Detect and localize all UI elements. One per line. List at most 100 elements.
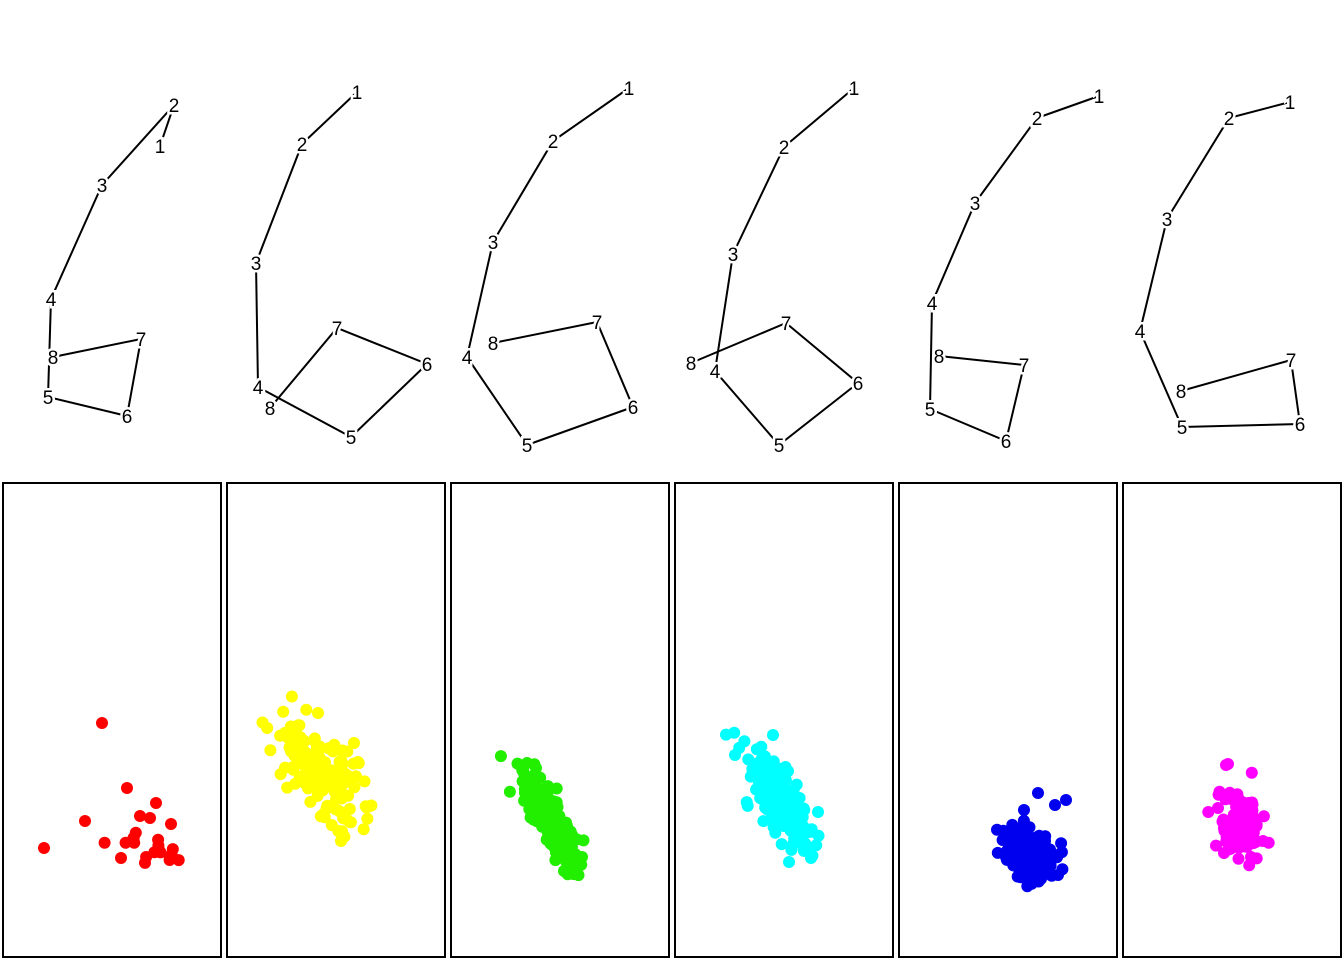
scatter-point — [812, 806, 824, 818]
scatter-point — [779, 761, 792, 773]
landmark-label: 1 — [1094, 87, 1105, 108]
scatter-panel-frame — [450, 482, 670, 958]
scatter-point — [302, 748, 315, 761]
scatter-point — [540, 786, 553, 798]
landmark-label: 2 — [169, 96, 180, 117]
scatter-point — [558, 865, 570, 877]
scatter-point — [1210, 839, 1222, 852]
scatter-point — [289, 722, 301, 734]
scatter-point — [741, 799, 754, 812]
scatter-point — [1032, 839, 1045, 852]
landmark-label: 1 — [849, 79, 860, 100]
landmark-label: 7 — [1019, 356, 1030, 377]
scatter-point — [318, 775, 331, 788]
scatter-point — [785, 843, 798, 856]
landmark-label: 4 — [710, 362, 721, 383]
landmark-label: 7 — [136, 330, 147, 351]
scatter-point — [753, 777, 766, 790]
scatter-point — [1236, 833, 1249, 846]
scatter-point — [352, 756, 364, 768]
scatter-panels — [2, 482, 1342, 958]
scatter-panel-5 — [898, 482, 1118, 958]
scatter-point — [1257, 835, 1269, 847]
scatter-point — [1055, 837, 1068, 850]
shape-panel-2: 1 2 3 4 5 6 7 8 — [248, 81, 435, 452]
scatter-point — [152, 833, 165, 846]
scatter-point — [788, 832, 801, 845]
scatter-point — [494, 750, 507, 763]
scatter-point — [1032, 787, 1044, 799]
scatter-panel-frame — [898, 482, 1118, 958]
scatter-point — [517, 760, 530, 773]
landmark-label: 4 — [462, 348, 473, 369]
shape-outlines: 1234567812345678123456781234567812345678… — [40, 77, 1308, 460]
scatter-point — [302, 782, 314, 795]
landmark-label: 6 — [122, 407, 133, 428]
scatter-point — [767, 729, 779, 741]
scatter-point — [729, 749, 741, 761]
scatter-point — [790, 795, 803, 807]
landmark-label: 3 — [970, 194, 981, 215]
scatter-point — [154, 846, 167, 859]
landmark-label: 6 — [422, 355, 433, 376]
landmark-label: 5 — [774, 436, 785, 457]
shape-outline-1 — [46, 104, 175, 418]
scatter-point — [312, 707, 324, 719]
landmark-label: 2 — [1032, 109, 1043, 130]
shape-panel-1: 12 3 4 5 6 7 8 — [40, 94, 182, 431]
scatter-point — [357, 823, 370, 836]
shape-panel-3: 1 2 3 4 5 6 7 8 — [459, 77, 641, 460]
scatter-point — [335, 835, 347, 847]
scatter-point — [771, 774, 784, 787]
scatter-point — [165, 818, 177, 830]
scatter-point — [300, 703, 313, 716]
scatter-point — [796, 818, 809, 831]
scatter-point — [577, 834, 590, 847]
landmark-label: 4 — [927, 294, 938, 315]
landmark-label: 7 — [781, 314, 792, 335]
scatter-point — [121, 782, 133, 794]
scatter-panel-6 — [1122, 482, 1342, 958]
scatter-point — [277, 705, 290, 718]
scatter-panel-frame — [1122, 482, 1342, 958]
scatter-point — [1246, 798, 1259, 811]
scatter-point — [293, 770, 306, 783]
landmark-label: 1 — [1285, 93, 1296, 114]
shape-panel-6: 1 2 3 4 5 6 7 8 — [1132, 91, 1308, 442]
scatter-panel-frame — [2, 482, 222, 958]
scatter-point — [566, 845, 579, 858]
scatter-point — [805, 852, 817, 864]
scatter-point — [264, 744, 277, 757]
landmark-label: 5 — [522, 436, 533, 457]
scatter-point — [308, 735, 321, 747]
scatter-point — [991, 823, 1003, 836]
scatter-point — [350, 770, 362, 783]
landmark-label: 1 — [624, 79, 635, 100]
landmark-label: 6 — [1001, 432, 1012, 453]
scatter-point — [1212, 802, 1224, 814]
scatter-point — [1219, 793, 1232, 806]
scatter-point — [746, 762, 759, 775]
scatter-point — [318, 766, 331, 779]
scatter-panel-frame — [226, 482, 446, 958]
scatter-point — [503, 785, 516, 798]
scatter-point — [774, 803, 787, 815]
scatter-panel-4 — [674, 482, 894, 958]
landmark-label: 5 — [925, 400, 936, 421]
scatter-point — [812, 829, 825, 842]
landmark-label: 2 — [779, 138, 790, 159]
shape-outline-5 — [928, 95, 1100, 443]
scatter-point — [341, 745, 354, 758]
scatter-point — [361, 812, 374, 825]
scatter-point — [285, 745, 298, 758]
landmark-label: 4 — [46, 290, 57, 311]
landmark-label: 8 — [48, 348, 59, 369]
scatter-point — [1049, 799, 1061, 811]
landmark-label: 1 — [155, 137, 166, 158]
scatter-point — [1037, 860, 1050, 873]
scatter-point — [312, 753, 325, 766]
scatter-point — [129, 826, 142, 839]
scatter-point — [523, 803, 536, 816]
